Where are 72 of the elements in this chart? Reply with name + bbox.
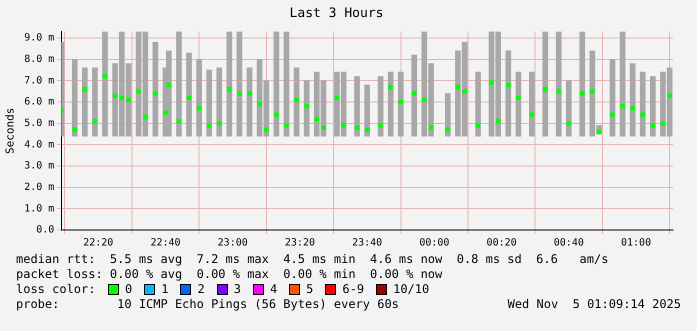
y-tick-label: 2.0 m — [24, 182, 54, 193]
bar — [226, 32, 232, 136]
bar — [102, 32, 108, 136]
bar — [364, 84, 370, 136]
x-tick-label: 22:40 — [150, 238, 181, 249]
bar — [92, 68, 98, 136]
text: loss color: — [16, 282, 96, 297]
text: 4 — [270, 282, 278, 297]
text: probe: 10 ICMP Echo Pings (56 Bytes) every 60s — [16, 297, 399, 312]
bar — [72, 59, 78, 136]
x-tick-label: 23:20 — [284, 238, 315, 249]
bar — [516, 72, 522, 136]
bar — [152, 42, 158, 136]
bar — [354, 76, 360, 136]
y-tick-label: 5.0 m — [24, 118, 54, 129]
bar — [650, 76, 656, 136]
y-tick-label: 3.0 m — [24, 160, 54, 172]
bar — [398, 72, 404, 136]
y-axis-title: Seconds — [3, 108, 16, 154]
y-tick-label: 8.0 m — [24, 54, 54, 65]
bar — [566, 80, 572, 136]
x-tick-label: 01:00 — [620, 238, 652, 249]
bar — [246, 68, 252, 136]
bar — [505, 50, 512, 136]
text: 2 — [197, 282, 205, 297]
bar — [630, 63, 636, 136]
bar — [274, 32, 280, 136]
bar — [284, 32, 290, 136]
text: Wed Nov 5 01:09:14 2025 — [508, 297, 681, 312]
x-tick-label: 00:00 — [419, 238, 450, 249]
bar — [82, 68, 88, 136]
bar — [186, 52, 192, 136]
bar — [444, 93, 451, 136]
text: 10/10 — [393, 282, 430, 297]
y-tick-label: 9.0 m — [24, 32, 54, 44]
chart-title: Last 3 Hours — [290, 6, 384, 22]
y-tick-label: 4.0 m — [24, 139, 54, 150]
bar — [610, 59, 616, 136]
text: 6-9 — [342, 282, 364, 297]
x-tick-label: 23:40 — [352, 238, 382, 249]
x-tick-label: 00:40 — [554, 238, 584, 249]
bar — [475, 72, 481, 136]
bar — [304, 80, 310, 136]
y-tick-label: 1.0 m — [24, 203, 54, 214]
bar — [236, 32, 242, 136]
bar — [166, 50, 172, 136]
text: 0 — [125, 282, 132, 297]
x-tick-label: 23:00 — [218, 238, 248, 249]
bar — [216, 68, 222, 136]
y-tick-label: 7.0 m — [24, 75, 54, 86]
bar — [556, 32, 562, 136]
bar — [579, 32, 586, 136]
text: 1 — [161, 282, 168, 297]
bar — [388, 72, 394, 136]
bar — [640, 72, 646, 136]
text: 3 — [234, 282, 241, 297]
text: median rtt: 5.5 ms avg 7.2 ms max 4.5 ms min 4.6 ms now 0.8 ms sd 6.6 am/s — [16, 252, 610, 267]
bar — [542, 32, 548, 136]
bar — [206, 70, 212, 136]
bar — [378, 76, 384, 136]
text: 5 — [306, 282, 314, 297]
bar — [294, 68, 300, 136]
text: packet loss: 0.00 % avg 0.00 % max 0.00 % min 0.00 % now — [16, 267, 444, 282]
bar — [411, 54, 418, 136]
x-tick-label: 22:20 — [83, 238, 114, 249]
bar — [620, 32, 626, 136]
bar — [176, 32, 182, 136]
x-tick-label: 00:20 — [486, 238, 517, 249]
y-tick-label: 0.0 — [36, 224, 54, 236]
bar — [529, 72, 535, 136]
bar — [196, 59, 202, 136]
y-tick-label: 6.0 m — [24, 96, 54, 108]
